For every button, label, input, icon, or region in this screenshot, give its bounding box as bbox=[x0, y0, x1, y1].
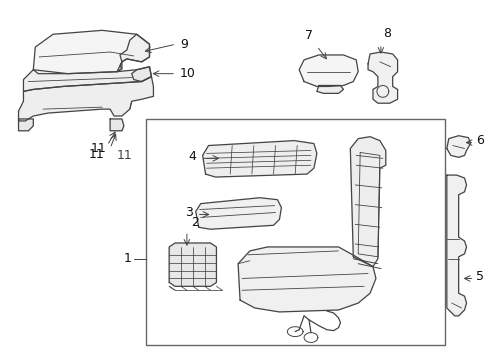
Polygon shape bbox=[316, 85, 343, 93]
Polygon shape bbox=[23, 62, 151, 91]
Polygon shape bbox=[238, 247, 375, 312]
Text: 7: 7 bbox=[305, 29, 312, 42]
Text: 9: 9 bbox=[180, 38, 187, 51]
Polygon shape bbox=[446, 175, 466, 316]
Text: 10: 10 bbox=[180, 67, 196, 80]
Text: 11: 11 bbox=[90, 142, 106, 155]
Text: 4: 4 bbox=[188, 150, 196, 163]
Text: 3: 3 bbox=[184, 206, 192, 219]
Polygon shape bbox=[33, 30, 149, 74]
Polygon shape bbox=[169, 243, 216, 286]
Polygon shape bbox=[120, 34, 149, 62]
Text: 11: 11 bbox=[88, 148, 104, 162]
Bar bbox=[145, 119, 444, 345]
Text: 5: 5 bbox=[475, 270, 484, 283]
Polygon shape bbox=[367, 52, 397, 103]
Polygon shape bbox=[195, 198, 281, 229]
Polygon shape bbox=[299, 55, 358, 86]
Polygon shape bbox=[19, 119, 33, 131]
Polygon shape bbox=[349, 137, 385, 267]
Text: 6: 6 bbox=[475, 134, 483, 147]
Polygon shape bbox=[131, 67, 151, 82]
Text: 1: 1 bbox=[123, 252, 131, 265]
Polygon shape bbox=[110, 119, 123, 131]
Text: 11: 11 bbox=[117, 149, 132, 162]
Polygon shape bbox=[19, 77, 153, 121]
Polygon shape bbox=[446, 136, 469, 157]
Text: 2: 2 bbox=[190, 216, 198, 229]
Polygon shape bbox=[202, 141, 316, 177]
Text: 8: 8 bbox=[382, 27, 390, 40]
